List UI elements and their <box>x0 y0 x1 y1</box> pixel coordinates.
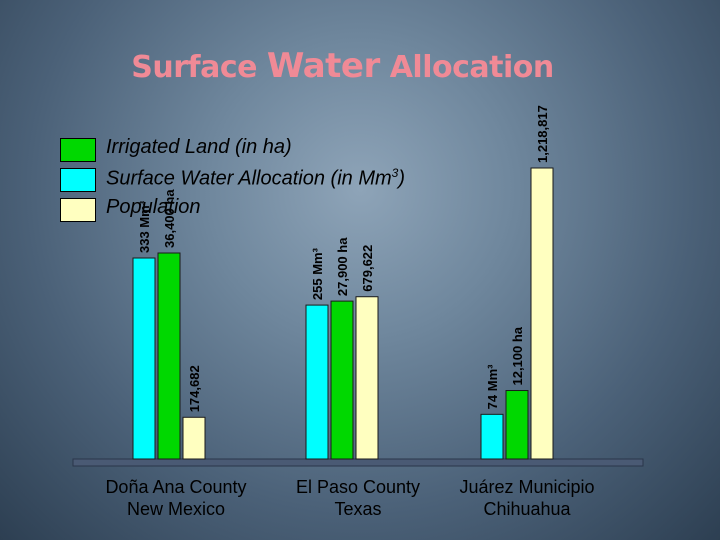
bar-population-dona-ana <box>182 416 206 460</box>
data-label-water-juarez: 74 Mm³ <box>485 364 500 409</box>
category-line2: Chihuahua <box>483 499 571 519</box>
legend-swatch-population <box>60 198 96 222</box>
legend-item-population: Population <box>60 196 520 222</box>
category-line1: El Paso County <box>295 477 421 497</box>
data-label-irrigated-el-paso: 27,900 ha <box>335 237 350 296</box>
title-big: Water <box>266 46 380 86</box>
legend-text-water: Surface Water Allocation (in Mm <box>106 167 392 190</box>
bar-water-el-paso <box>305 304 329 460</box>
category-label-juarez: Juárez Municipio Chihuahua <box>417 476 637 520</box>
bar-irrigated-dona-ana <box>157 252 181 460</box>
bar-irrigated-el-paso <box>330 300 354 460</box>
data-label-population-dona-ana: 174,682 <box>187 365 202 412</box>
legend-swatch-water <box>60 168 96 192</box>
legend-item-irrigated: Irrigated Land (in ha) <box>60 136 520 162</box>
data-label-population-el-paso: 679,622 <box>360 245 375 292</box>
legend-label-population: Population <box>106 196 201 219</box>
legend-label-water: Surface Water Allocation (in Mm3) <box>106 166 405 191</box>
legend-label-irrigated: Irrigated Land (in ha) <box>106 136 292 159</box>
bar-population-el-paso <box>355 296 379 460</box>
category-label-dona-ana: Doña Ana County New Mexico <box>66 476 286 520</box>
title-pre: Surface <box>131 50 267 85</box>
data-label-water-el-paso: 255 Mm³ <box>310 247 325 300</box>
chart-baseline <box>72 458 644 467</box>
legend-suffix-water: ) <box>398 167 406 190</box>
legend-sup-water: 3 <box>391 166 399 180</box>
data-label-irrigated-dona-ana: 36,400 ha <box>162 189 177 248</box>
bar-irrigated-juarez <box>505 390 529 460</box>
legend-item-water: Surface Water Allocation (in Mm3) <box>60 166 520 192</box>
category-line1: Juárez Municipio <box>459 477 595 497</box>
title-post: Allocation <box>379 50 555 85</box>
bar-population-juarez <box>530 167 554 460</box>
data-label-population-juarez: 1,218,817 <box>535 105 550 163</box>
bar-water-juarez <box>480 413 504 460</box>
bar-water-dona-ana <box>132 257 156 460</box>
legend-text-population: Population <box>106 196 201 218</box>
category-label-el-paso: El Paso County Texas <box>248 476 468 520</box>
chart-title: Surface Water Allocation <box>0 46 685 86</box>
data-label-irrigated-juarez: 12,100 ha <box>510 326 525 385</box>
data-label-water-dona-ana: 333 Mm³ <box>137 200 152 253</box>
category-line2: Texas <box>334 499 382 519</box>
legend-text-irrigated: Irrigated Land (in ha) <box>106 136 292 158</box>
legend-swatch-irrigated <box>60 138 96 162</box>
category-line1: Doña Ana County <box>105 477 247 497</box>
category-line2: New Mexico <box>126 499 226 519</box>
